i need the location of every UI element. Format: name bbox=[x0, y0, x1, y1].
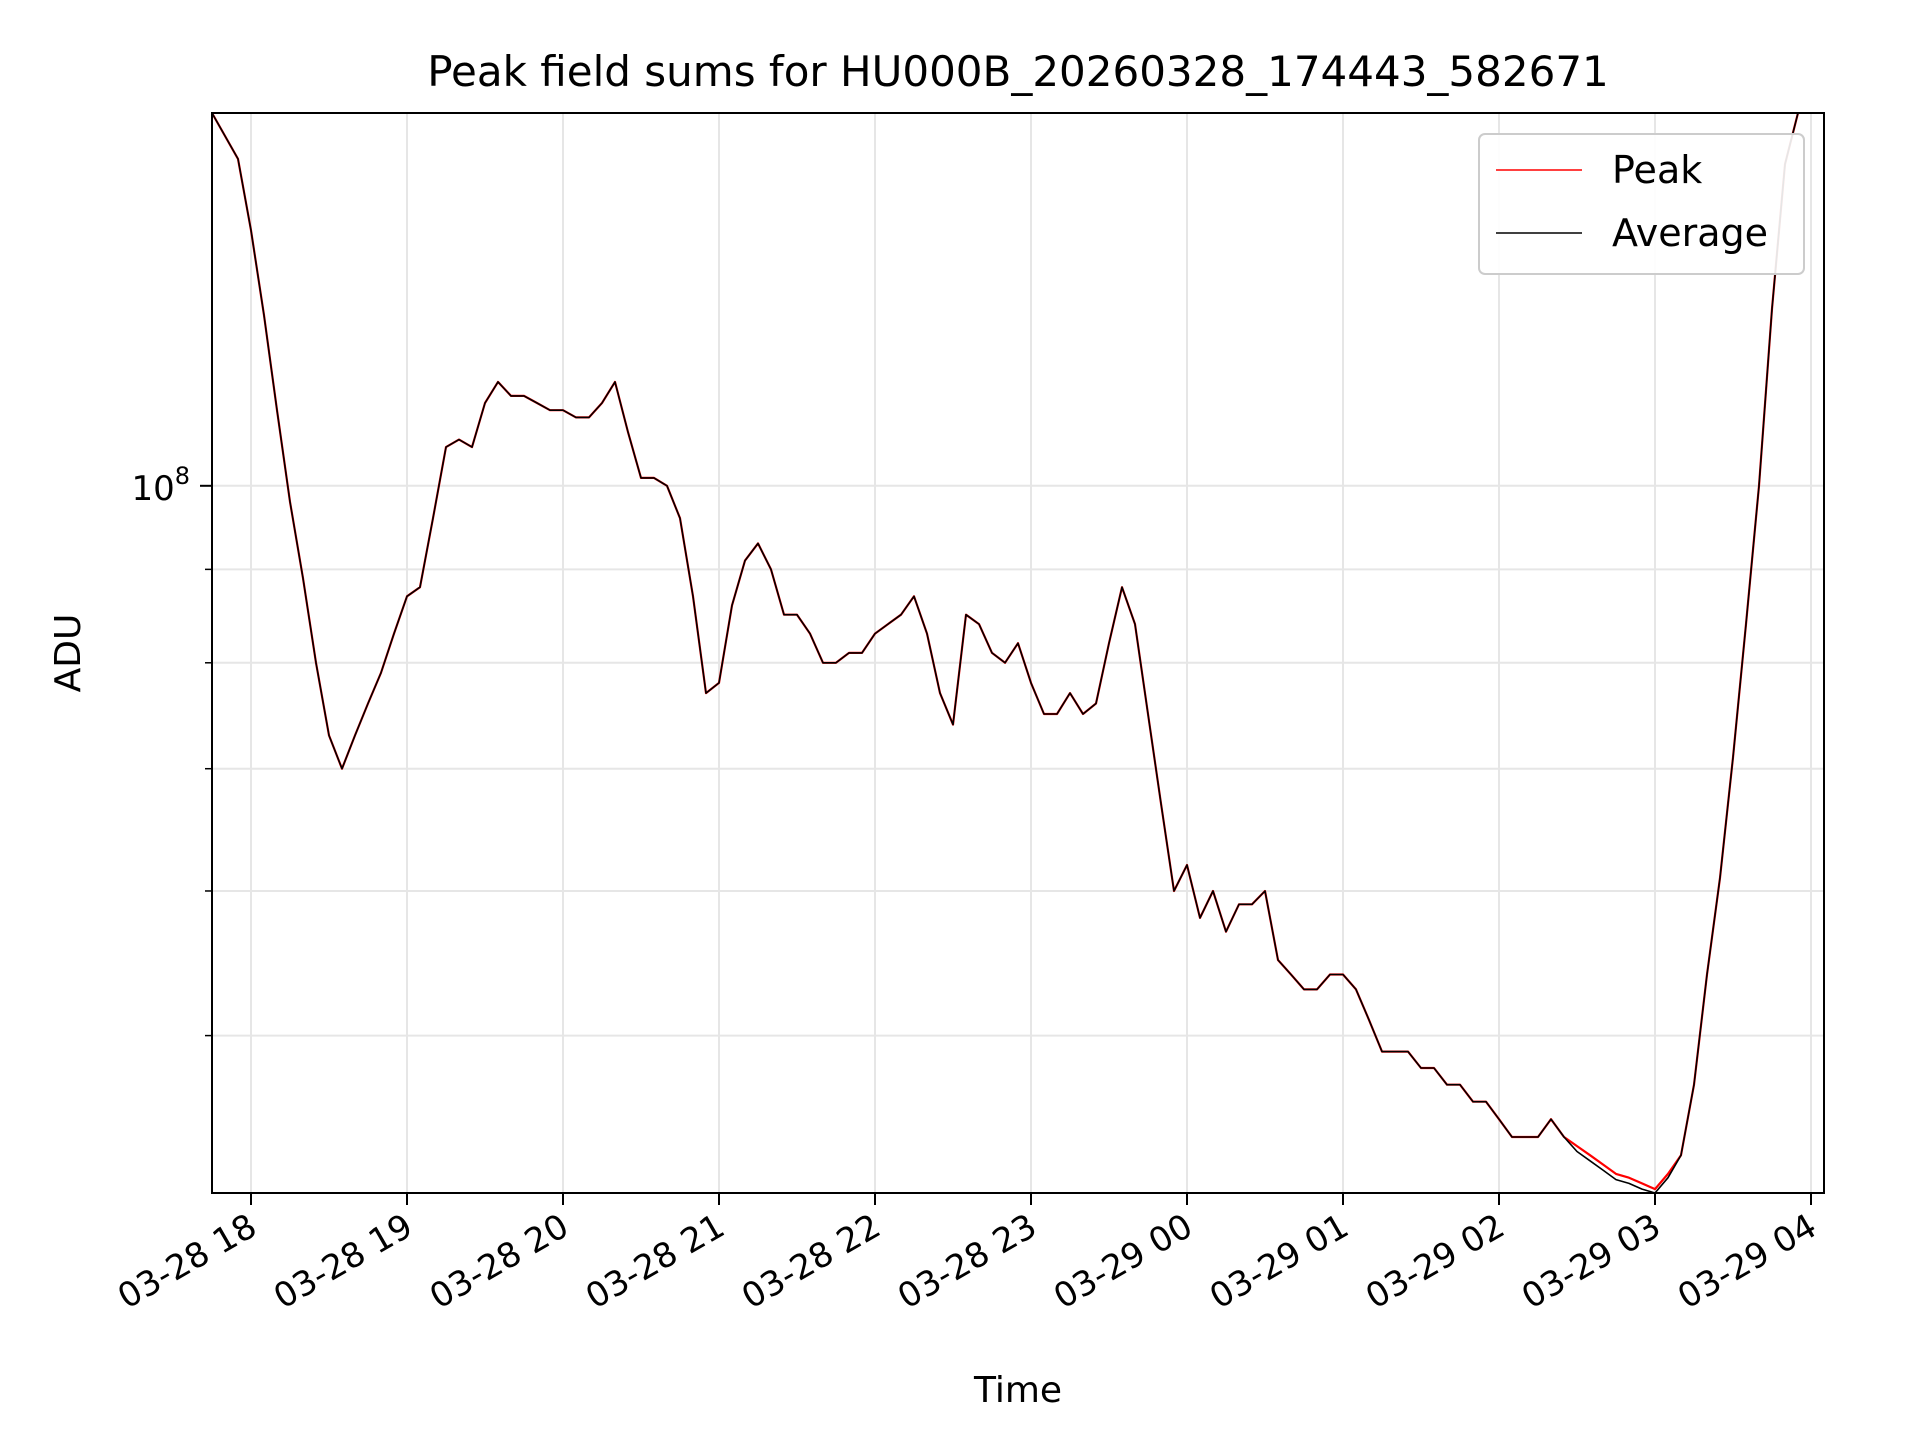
plot-frame bbox=[211, 112, 1825, 1194]
legend: Peak Average bbox=[1478, 133, 1805, 275]
grid bbox=[212, 113, 1824, 1193]
series-layer bbox=[211, 112, 1800, 1194]
y-axis-ticks: 108 bbox=[131, 462, 212, 1037]
legend-label-peak: Peak bbox=[1612, 148, 1702, 192]
series-line-average bbox=[211, 112, 1799, 1194]
legend-box bbox=[1478, 133, 1805, 275]
chart-title: Peak field sums for HU000B_20260328_1744… bbox=[427, 47, 1609, 96]
y-tick-label: 108 bbox=[131, 462, 190, 509]
y-axis-label: ADU bbox=[48, 614, 89, 693]
x-axis-label: Time bbox=[973, 1370, 1062, 1411]
legend-label-average: Average bbox=[1612, 211, 1768, 255]
